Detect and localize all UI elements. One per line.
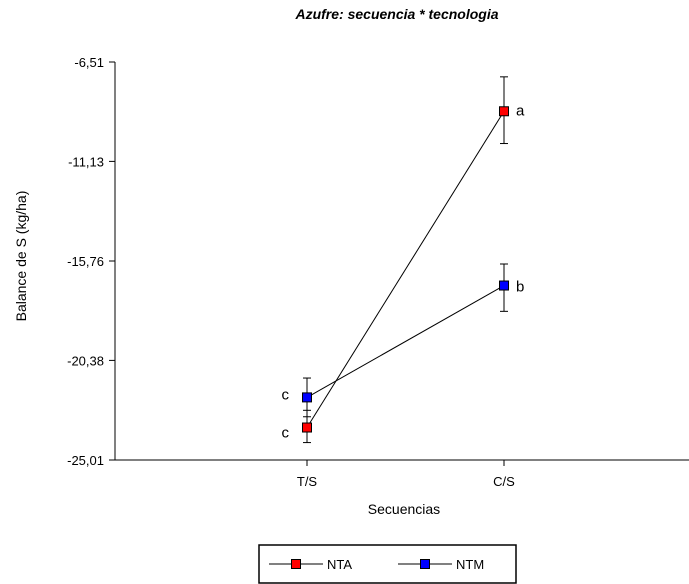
series-line <box>306 111 505 428</box>
axes <box>114 62 689 461</box>
x-ticks: T/S C/S <box>297 460 515 489</box>
chart-title: Azufre: secuencia * tecnologia <box>294 6 498 22</box>
legend: NTA NTM <box>258 544 517 584</box>
legend-label: NTA <box>327 557 352 572</box>
x-axis-label: Secuencias <box>368 501 440 517</box>
series-line <box>306 285 505 398</box>
legend-item-nta: NTA <box>269 557 352 572</box>
legend-label: NTM <box>456 557 484 572</box>
point-label: a <box>516 102 525 119</box>
y-tick-label: -25,01 <box>67 453 104 468</box>
y-axis-label: Balance de S (kg/ha) <box>13 191 29 322</box>
data-point <box>499 106 509 117</box>
legend-marker <box>420 559 430 569</box>
point-label: c <box>282 386 290 403</box>
x-tick-label: T/S <box>297 474 318 489</box>
data-point <box>302 392 312 403</box>
series-ntm: cb <box>282 263 524 418</box>
y-ticks: -6,51 -11,13 -15,76 -20,38 -25,01 <box>67 55 115 468</box>
x-tick-label: C/S <box>493 474 515 489</box>
y-tick-label: -11,13 <box>68 154 104 169</box>
point-label: c <box>282 425 290 442</box>
series-nta: ca <box>282 76 525 444</box>
y-tick-label: -6,51 <box>74 55 104 70</box>
y-tick-label: -15,76 <box>67 254 104 269</box>
data-point <box>302 422 312 433</box>
y-tick-label: -20,38 <box>67 353 104 368</box>
legend-item-ntm: NTM <box>398 557 484 572</box>
data-point <box>499 280 509 291</box>
point-label: b <box>516 279 524 296</box>
legend-marker <box>291 559 301 569</box>
